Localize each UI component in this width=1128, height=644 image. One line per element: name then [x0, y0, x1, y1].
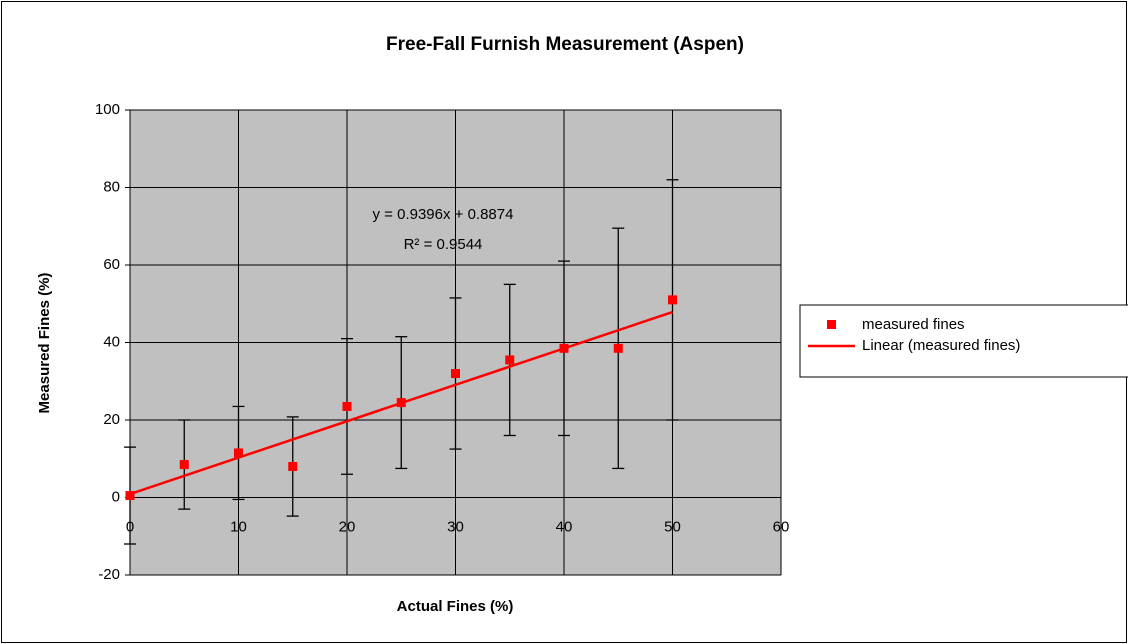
y-tick-label: 20 [103, 411, 120, 428]
marker [125, 491, 135, 501]
marker [559, 343, 569, 353]
legend-marker [827, 320, 836, 329]
marker [396, 398, 406, 408]
legend-label: measured fines [862, 316, 965, 333]
marker [668, 295, 677, 305]
x-tick-label: 20 [339, 518, 356, 535]
x-tick-label: 40 [556, 518, 573, 535]
marker [288, 462, 298, 471]
trend-equation: y = 0.9396x + 0.8874 [373, 206, 514, 223]
y-tick-label: 100 [95, 101, 120, 118]
marker [234, 448, 243, 458]
marker [179, 460, 189, 470]
x-tick-label: 60 [773, 518, 790, 535]
legend-label: Linear (measured fines) [862, 337, 1020, 354]
x-axis-label: Actual Fines (%) [397, 598, 514, 615]
y-tick-label: 60 [103, 256, 120, 273]
marker [613, 343, 623, 353]
x-tick-label: 10 [230, 518, 247, 535]
y-tick-label: 80 [103, 178, 120, 195]
x-tick-label: 50 [664, 518, 681, 535]
x-tick-label: 30 [447, 518, 464, 535]
marker [342, 401, 352, 411]
y-tick-label: 40 [103, 333, 120, 350]
y-tick-label: 0 [112, 488, 120, 505]
marker [451, 369, 460, 378]
trend-r2: R² = 0.9544 [404, 236, 483, 253]
marker [505, 355, 515, 365]
chart-title: Free-Fall Furnish Measurement (Aspen) [386, 34, 744, 55]
y-axis-label: Measured Fines (%) [36, 273, 53, 414]
legend [799, 304, 1128, 378]
y-tick-label: -20 [98, 566, 120, 583]
